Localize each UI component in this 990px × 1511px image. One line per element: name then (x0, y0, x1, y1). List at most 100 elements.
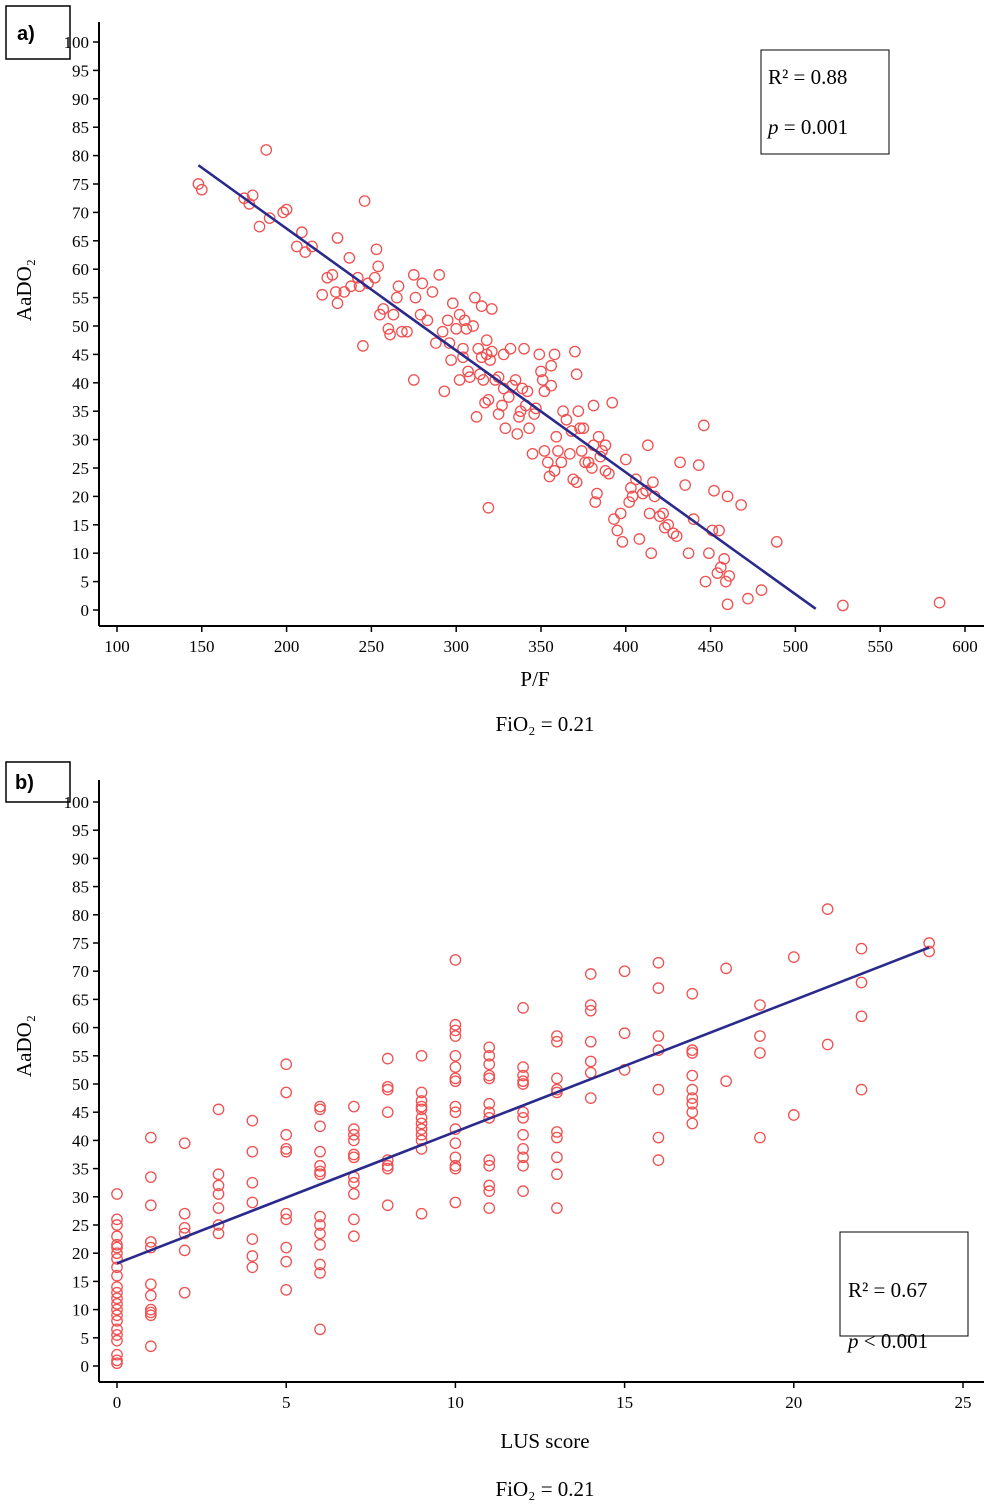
data-point (636, 487, 649, 500)
data-point (246, 1261, 259, 1274)
data-point (484, 354, 496, 366)
data-point (855, 942, 868, 955)
data-point (538, 385, 551, 398)
data-point (855, 1083, 868, 1096)
data-point (686, 1047, 699, 1059)
data-point (314, 1120, 326, 1133)
data-point (414, 308, 427, 321)
data-point (144, 1171, 157, 1183)
data-point (338, 286, 351, 298)
data-point (111, 1269, 123, 1282)
data-point (584, 999, 597, 1011)
y-tick-label: 50 (72, 1075, 89, 1094)
data-point (348, 1213, 360, 1226)
data-point (144, 1309, 157, 1322)
data-point (483, 1072, 496, 1085)
data-point (523, 422, 535, 435)
data-point (111, 1230, 123, 1243)
data-point (178, 1227, 191, 1240)
data-point (426, 286, 439, 298)
data-point (619, 453, 632, 466)
data-point (111, 1298, 123, 1310)
x-axis-title-b: LUS score (500, 1429, 589, 1453)
data-point (567, 473, 580, 486)
y-axis-title-a: AaDO₂ (12, 259, 36, 321)
data-point (280, 203, 293, 216)
data-point (246, 1114, 259, 1127)
data-point (483, 1154, 496, 1166)
y-tick-label: 65 (72, 990, 89, 1009)
data-point (545, 359, 558, 372)
data-point (645, 547, 658, 560)
data-point (584, 1004, 597, 1017)
data-point (449, 1072, 462, 1085)
data-point (618, 965, 631, 978)
x-tick-label: 200 (274, 637, 300, 656)
data-point (667, 527, 680, 540)
data-point (483, 1179, 496, 1192)
data-point (111, 1334, 123, 1347)
data-point (377, 303, 390, 315)
data-point (469, 291, 481, 304)
data-point (263, 212, 276, 224)
y-tick-label: 25 (72, 459, 89, 478)
y-tick-label: 100 (64, 793, 90, 812)
data-point (923, 945, 936, 958)
data-point (450, 322, 463, 335)
data-point (686, 1069, 699, 1082)
data-point (314, 1168, 326, 1181)
data-point (511, 428, 524, 440)
data-point (711, 567, 724, 579)
data-point (517, 1069, 529, 1082)
data-point (246, 1196, 259, 1209)
data-point (933, 596, 946, 609)
data-point (316, 288, 329, 301)
data-point (699, 575, 712, 588)
data-point (611, 524, 624, 537)
data-point (517, 1185, 529, 1198)
data-point (584, 1055, 597, 1068)
data-point (111, 1241, 123, 1254)
data-point (723, 570, 736, 582)
data-point (457, 351, 469, 364)
y-tick-label: 50 (72, 317, 89, 336)
data-point (837, 599, 849, 612)
data-point (754, 999, 766, 1011)
data-point (482, 501, 495, 514)
data-point (574, 422, 586, 435)
points-a (192, 144, 946, 612)
x-tick-label: 450 (698, 637, 724, 656)
data-point (517, 1159, 529, 1172)
data-point (280, 1086, 293, 1099)
panel-label-box (5, 761, 71, 803)
y-tick-label: 35 (72, 402, 89, 421)
data-point (144, 1199, 157, 1212)
data-point (280, 1213, 293, 1226)
y-tick-label: 70 (72, 962, 89, 981)
data-point (509, 374, 522, 386)
data-point (550, 430, 563, 443)
data-point (686, 1106, 699, 1119)
data-point (703, 547, 715, 560)
y-tick-label: 30 (72, 431, 89, 450)
data-point (485, 345, 498, 358)
data-point (787, 951, 800, 963)
data-point (348, 1151, 360, 1164)
data-point (584, 1035, 597, 1048)
data-point (479, 396, 491, 409)
data-point (212, 1179, 225, 1192)
data-point (755, 584, 768, 596)
data-point (467, 320, 480, 332)
y-tick-label: 10 (72, 544, 89, 563)
data-point (687, 513, 700, 525)
data-point (441, 314, 454, 327)
data-point (633, 533, 646, 545)
data-point (387, 308, 400, 321)
data-point (178, 1207, 191, 1220)
x-tick-label: 600 (952, 637, 978, 656)
y-tick-label: 65 (72, 232, 89, 251)
data-point (111, 1281, 123, 1293)
data-point (497, 348, 510, 361)
data-point (449, 1151, 462, 1164)
data-point (296, 226, 308, 239)
